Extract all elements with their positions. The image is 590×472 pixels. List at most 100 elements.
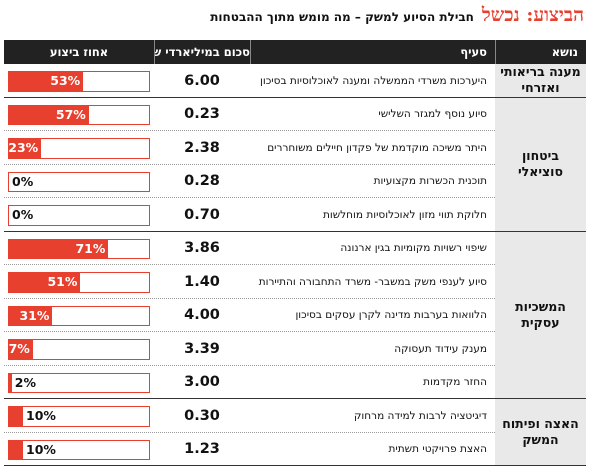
row-divider: [4, 398, 495, 399]
item-cell: החזר מקדמות: [423, 376, 487, 389]
topic-cell: ביטחון סוציאלי: [495, 98, 586, 232]
item-cell: סיוע לענפי משק במשבר- משרד התחבורה והתיי…: [258, 275, 487, 288]
pct-cell: 53%: [4, 64, 154, 98]
table-row: היתר משיכה מוקדמת של פקדון חיילים משוחרר…: [4, 131, 495, 165]
table-row: החזר מקדמות 3.00 2%: [4, 366, 495, 400]
item-cell: סיוע נוסף למגזר השלישי: [378, 108, 487, 121]
progress-bar: 17%: [0, 339, 150, 360]
topic-cell: האצה ופיתוח המשק: [495, 399, 586, 466]
item-cell: דיגיטציה לרבות למידה מרחוק: [353, 409, 487, 422]
topic-cell: מענה בריאותי ואזרחי: [495, 64, 586, 98]
progress-bar-fill: [9, 105, 89, 124]
progress-label: 51%: [47, 274, 78, 289]
table-header: נושא סעיף סכום במיליארדי שקלים אחוז ביצו…: [4, 40, 586, 64]
table-row: מענק עידוד תעסוקה 3.39 17%: [0, 332, 495, 366]
progress-label: 10%: [26, 408, 56, 423]
progress-bar: 71%: [8, 238, 150, 259]
progress-label: 23%: [8, 140, 39, 155]
row-divider: [4, 264, 495, 265]
progress-bar-fill: [9, 239, 109, 258]
progress-bar: 51%: [8, 272, 150, 293]
progress-label: 53%: [50, 73, 81, 88]
sum-cell: 1.23: [184, 441, 220, 458]
sum-cell: 1.40: [184, 273, 220, 290]
row-divider: [4, 197, 495, 198]
sum-cell: 0.28: [184, 173, 220, 190]
item-cell: היתר משיכה מוקדמת של פקדון חיילים משוחרר…: [267, 141, 487, 154]
header-pct: אחוז ביצוע: [49, 45, 109, 59]
row-divider: [4, 465, 495, 466]
progress-bar: 0%: [8, 171, 150, 192]
progress-bar: 10%: [8, 439, 150, 460]
page-title: הביצוע: נכשל: [481, 4, 584, 26]
pct-cell: 17%: [0, 332, 154, 366]
progress-label: 31%: [19, 307, 50, 323]
progress-bar-fill: [9, 373, 12, 392]
progress-bar: 10%: [8, 406, 150, 427]
row-divider: [4, 297, 495, 299]
topic-column: מענה בריאותי ואזרחי ביטחון סוציאלי המשכיות…: [495, 64, 586, 466]
sum-cell: 3.39: [184, 340, 220, 357]
sum-cell: 2.38: [184, 139, 220, 156]
table-row: דיגיטציה לרבות למידה מרחוק 0.30 10%: [4, 399, 495, 433]
progress-bar-fill: [9, 139, 42, 158]
progress-bar: 53%: [8, 71, 150, 92]
sum-cell: 4.00: [184, 307, 220, 324]
item-cell: הלוואות בערבות מדינה לקרן עסקים בסיכון: [295, 309, 487, 322]
topic-cell: המשכיות עסקית: [495, 232, 586, 399]
row-divider: [4, 163, 495, 165]
table-row: סיוע לענפי משק במשבר- משרד התחבורה והתיי…: [4, 265, 495, 299]
header-topic: נושא: [495, 40, 586, 64]
progress-bar: 57%: [8, 104, 150, 125]
pct-cell: 23%: [4, 131, 154, 165]
progress-bar-fill: [9, 273, 81, 292]
pct-cell: 0%: [4, 198, 154, 232]
progress-bar: 0%: [8, 205, 150, 226]
progress-label: 0%: [12, 173, 34, 189]
aid-package-table: נושא סעיף סכום במיליארדי שקלים אחוז ביצו…: [0, 40, 586, 468]
row-divider: [4, 331, 495, 332]
pct-cell: 71%: [4, 232, 154, 266]
table-row: הלוואות בערבות מדינה לקרן עסקים בסיכון 4.…: [4, 299, 495, 333]
pct-cell: 51%: [4, 265, 154, 299]
sum-cell: 3.00: [184, 374, 220, 391]
table-row: שיפוי רשויות מקומיות בגין ארנונה 3.86 71%: [4, 232, 495, 266]
progress-label: 0%: [12, 207, 34, 222]
pct-cell: 31%: [4, 299, 154, 333]
header-item: סעיף: [250, 40, 495, 64]
item-cell: תוכנית הכשרות מקצועיות: [373, 175, 487, 188]
progress-label: 57%: [55, 106, 86, 122]
row-divider: [4, 230, 495, 232]
pct-cell: 57%: [4, 98, 154, 132]
progress-bar-fill: [9, 407, 23, 426]
item-cell: חלוקת תווי מזון לאוכלוסיות מוחלשות: [322, 208, 487, 221]
item-cell: מענק עידוד תעסוקה: [394, 342, 487, 355]
progress-label: 17%: [0, 341, 30, 356]
progress-label: 10%: [26, 441, 56, 457]
progress-bar: 23%: [8, 138, 150, 159]
progress-bar-fill: [9, 340, 33, 359]
pct-cell: 0%: [4, 165, 154, 199]
row-divider: [4, 364, 495, 366]
progress-bar-fill: [9, 306, 53, 325]
pct-cell: 10%: [4, 433, 154, 467]
sum-cell: 0.30: [184, 407, 220, 424]
progress-bar: 31%: [8, 305, 150, 326]
row-divider: [4, 130, 495, 131]
table-row: האצת פרויקטי תשתית 1.23 10%: [4, 433, 495, 467]
progress-label: 2%: [14, 374, 37, 390]
row-divider: [4, 431, 495, 433]
progress-bar: 2%: [8, 372, 150, 393]
pct-cell: 10%: [4, 399, 154, 433]
item-cell: היערכות משרדי הממשלה ומענה לאוכלוסיות בס…: [260, 74, 487, 87]
item-cell: שיפוי רשויות מקומיות בגין ארנונה: [340, 242, 487, 255]
title-bar: הביצוע: נכשל חבילת הסיוע למשק – מה מומש …: [6, 4, 584, 30]
progress-bar-fill: [9, 440, 23, 459]
table-body: היערכות משרדי הממשלה ומענה לאוכלוסיות בס…: [0, 64, 495, 467]
header-sum: סכום במיליארדי שקלים: [154, 40, 250, 64]
sum-cell: 6.00: [184, 72, 220, 89]
pct-cell: 2%: [4, 366, 154, 400]
progress-label: 71%: [75, 240, 106, 256]
sum-cell: 0.23: [184, 106, 220, 123]
sum-cell: 3.86: [184, 240, 220, 257]
